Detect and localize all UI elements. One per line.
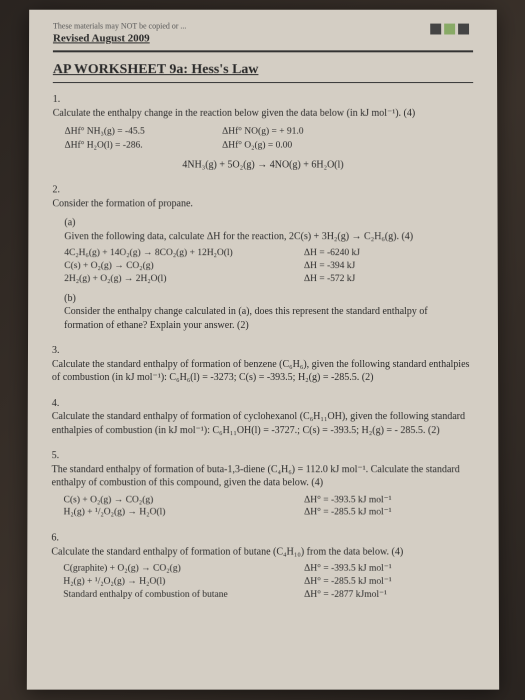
q-number: 1. — [53, 93, 69, 106]
reaction-block: C(graphite) + O₂(g) → CO₂(g) H₂(g) + ¹/₂… — [63, 563, 475, 602]
question-3: 3. Calculate the standard enthalpy of fo… — [52, 344, 474, 385]
question-1: 1. Calculate the enthalpy change in the … — [53, 93, 474, 172]
reaction-eq: H₂(g) + ¹/₂O₂(g) → H₂O(l) — [64, 507, 305, 520]
q-text: Calculate the standard enthalpy of forma… — [52, 358, 472, 385]
data-cell: ΔHf° H₂O(l) = -286. — [65, 139, 205, 152]
reaction-dh: ΔH = -394 kJ — [304, 260, 454, 273]
q-number: 5. — [52, 449, 68, 463]
reaction-eq: 4C₂H₆(g) + 14O₂(g) → 8CO₂(g) + 12H₂O(l) — [64, 247, 304, 260]
q-text: Calculate the standard enthalpy of forma… — [51, 545, 472, 559]
icon-box — [444, 24, 455, 35]
reaction-eq: 2H₂(g) + O₂(g) → 2H₂O(l) — [64, 273, 304, 286]
data-cell: ΔHf° NH₃(g) = -45.5 — [65, 126, 205, 139]
reaction-eq: C(graphite) + O₂(g) → CO₂(g) — [63, 563, 304, 576]
reaction-eq: Standard enthalpy of combustion of butan… — [63, 589, 304, 602]
question-6: 6. Calculate the standard enthalpy of fo… — [51, 532, 475, 602]
sub-text: Given the following data, calculate ΔH f… — [64, 230, 463, 243]
revised-date: Revised August 2009 — [53, 33, 473, 45]
q-number: 4. — [52, 397, 68, 411]
reaction-eq: C(s) + O₂(g) → CO₂(g) — [64, 260, 304, 273]
reaction-dh: ΔH = -572 kJ — [304, 273, 454, 286]
reaction-eq: H₂(g) + ¹/₂O₂(g) → H₂O(l) — [63, 576, 304, 589]
icon-box — [430, 24, 441, 35]
reaction-dh: ΔH = -6240 kJ — [304, 247, 454, 260]
divider — [53, 50, 473, 52]
q-text: The standard enthalpy of formation of bu… — [52, 463, 473, 490]
reaction-dh: ΔH° = -2877 kJmol⁻¹ — [304, 589, 455, 602]
reaction-equation: 4NH₃(g) + 5O₂(g) → 4NO(g) + 6H₂O(l) — [53, 158, 474, 171]
reaction-dh: ΔH° = -393.5 kJ mol⁻¹ — [304, 494, 454, 507]
divider — [53, 82, 473, 83]
q-number: 3. — [52, 344, 68, 357]
reaction-eq: C(s) + O₂(g) → CO₂(g) — [64, 494, 305, 507]
data-cell: ΔHf° NO(g) = + 91.0 — [222, 126, 362, 139]
question-4: 4. Calculate the standard enthalpy of fo… — [52, 397, 475, 438]
sub-text: Consider the enthalpy change calculated … — [64, 305, 464, 332]
reaction-dh: ΔH° = -285.5 kJ mol⁻¹ — [304, 507, 454, 520]
q-text: Consider the formation of propane. — [52, 197, 471, 210]
icon-box — [458, 24, 469, 35]
q-number: 6. — [51, 532, 67, 546]
header-icons — [430, 24, 469, 35]
question-2: 2. Consider the formation of propane. (a… — [52, 184, 474, 333]
data-cell: ΔHf° O₂(g) = 0.00 — [222, 139, 362, 152]
reaction-block: 4C₂H₆(g) + 14O₂(g) → 8CO₂(g) + 12H₂O(l) … — [64, 247, 474, 285]
reaction-block: C(s) + O₂(g) → CO₂(g) H₂(g) + ¹/₂O₂(g) →… — [64, 494, 475, 520]
reaction-dh: ΔH° = -285.5 kJ mol⁻¹ — [304, 576, 455, 589]
q-number: 2. — [52, 184, 68, 197]
q-text: Calculate the enthalpy change in the rea… — [53, 106, 472, 119]
worksheet-page: These materials may NOT be copied or ...… — [27, 10, 499, 690]
q-text: Calculate the standard enthalpy of forma… — [52, 410, 473, 437]
worksheet-title: AP WORKSHEET 9a: Hess's Law — [53, 62, 473, 78]
sub-label: (b) — [64, 292, 82, 305]
copyright-note: These materials may NOT be copied or ... — [53, 22, 473, 31]
data-block: ΔHf° NH₃(g) = -45.5 ΔHf° NO(g) = + 91.0 … — [65, 126, 474, 152]
question-5: 5. The standard enthalpy of formation of… — [51, 449, 474, 519]
sub-label: (a) — [64, 216, 82, 229]
reaction-dh: ΔH° = -393.5 kJ mol⁻¹ — [304, 563, 455, 576]
